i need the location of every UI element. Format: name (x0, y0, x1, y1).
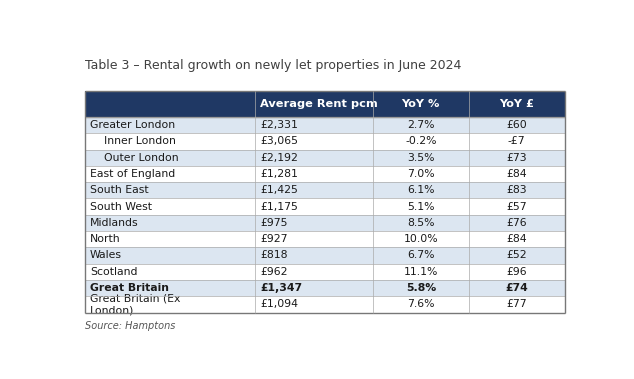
Text: Table 3 – Rental growth on newly let properties in June 2024: Table 3 – Rental growth on newly let pro… (85, 59, 462, 72)
Bar (85, 215, 565, 231)
Text: 10.0%: 10.0% (403, 234, 438, 244)
Text: £962: £962 (261, 267, 288, 277)
Text: Outer London: Outer London (104, 153, 178, 163)
Text: YoY %: YoY % (402, 99, 440, 109)
Text: £83: £83 (507, 185, 527, 195)
Text: £1,347: £1,347 (261, 283, 302, 293)
Bar (85, 231, 565, 247)
Text: 7.6%: 7.6% (407, 299, 434, 309)
Text: £84: £84 (507, 234, 527, 244)
Text: 8.5%: 8.5% (407, 218, 434, 228)
Bar (85, 133, 565, 150)
Text: 7.0%: 7.0% (407, 169, 435, 179)
Text: £60: £60 (507, 120, 527, 130)
Text: -£7: -£7 (508, 136, 526, 146)
Text: £1,425: £1,425 (261, 185, 298, 195)
Text: 5.8%: 5.8% (406, 283, 436, 293)
Text: Average Rent pcm: Average Rent pcm (261, 99, 378, 109)
Text: 6.7%: 6.7% (407, 251, 434, 260)
Bar (85, 182, 565, 199)
Text: £74: £74 (505, 283, 528, 293)
Bar (85, 247, 565, 264)
Text: North: North (90, 234, 120, 244)
Text: £84: £84 (507, 169, 527, 179)
Text: £927: £927 (261, 234, 288, 244)
Text: Greater London: Greater London (90, 120, 175, 130)
Text: 11.1%: 11.1% (404, 267, 438, 277)
Text: £975: £975 (261, 218, 288, 228)
Text: Great Britain (Ex
London): Great Britain (Ex London) (90, 294, 181, 315)
Text: 3.5%: 3.5% (407, 153, 434, 163)
Text: £2,331: £2,331 (261, 120, 298, 130)
Bar (85, 117, 565, 133)
Text: £1,281: £1,281 (261, 169, 298, 179)
Text: £3,065: £3,065 (261, 136, 299, 146)
Bar (85, 264, 565, 280)
Bar (85, 199, 565, 215)
Text: Great Britain: Great Britain (90, 283, 169, 293)
Text: £57: £57 (507, 202, 527, 211)
Text: 2.7%: 2.7% (407, 120, 434, 130)
Text: 5.1%: 5.1% (407, 202, 434, 211)
Bar (85, 150, 565, 166)
Bar (85, 280, 565, 296)
Text: £73: £73 (507, 153, 527, 163)
Bar (85, 166, 565, 182)
Text: £818: £818 (261, 251, 288, 260)
Text: Source: Hamptons: Source: Hamptons (85, 321, 176, 332)
Text: £1,175: £1,175 (261, 202, 298, 211)
Text: Scotland: Scotland (90, 267, 138, 277)
Text: -0.2%: -0.2% (405, 136, 437, 146)
Text: East of England: East of England (90, 169, 176, 179)
Bar (85, 91, 565, 117)
Text: Midlands: Midlands (90, 218, 139, 228)
Bar (85, 296, 565, 313)
Text: £77: £77 (507, 299, 527, 309)
Text: YoY £: YoY £ (499, 99, 534, 109)
Text: South East: South East (90, 185, 149, 195)
Text: £52: £52 (507, 251, 527, 260)
Text: £2,192: £2,192 (261, 153, 298, 163)
Text: Wales: Wales (90, 251, 122, 260)
Text: £1,094: £1,094 (261, 299, 299, 309)
Text: South West: South West (90, 202, 152, 211)
Text: 6.1%: 6.1% (407, 185, 434, 195)
Text: Inner London: Inner London (104, 136, 176, 146)
Text: £76: £76 (507, 218, 527, 228)
Text: £96: £96 (507, 267, 527, 277)
